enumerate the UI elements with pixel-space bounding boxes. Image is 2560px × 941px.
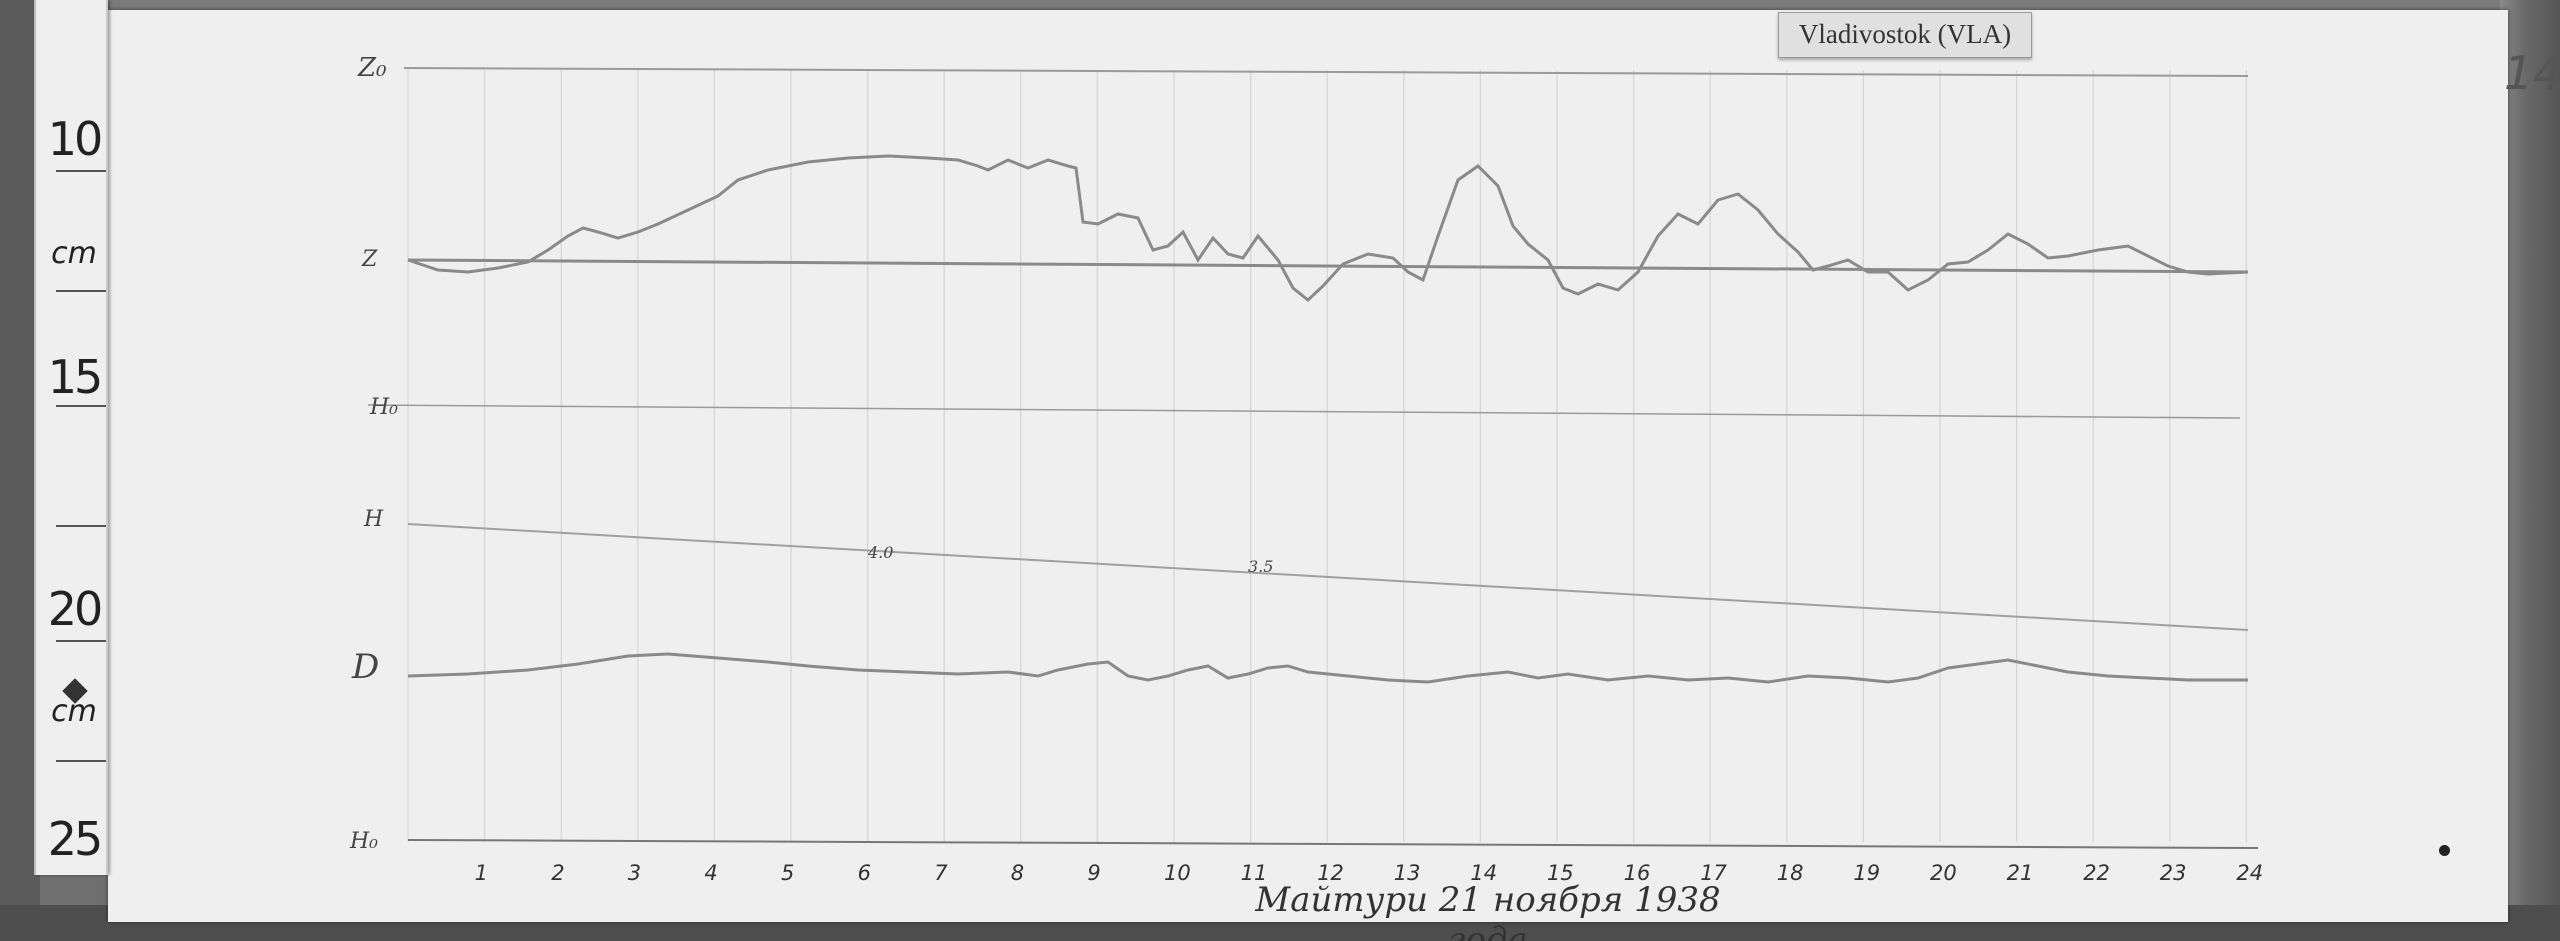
magnetogram-sheet: Z₀ Z H₀ H D H₀ 4.0 3.5 1 2 3 4 5 6 7 8 9 10 11 12 13… bbox=[108, 10, 2560, 941]
hour-label: 6 bbox=[858, 861, 871, 885]
ruler-mark-25: 25 bbox=[47, 812, 104, 866]
station-label-tag: Vladivostok (VLA) bbox=[1778, 12, 2032, 58]
measuring-ruler: 10 cm 15 20 cm 25 bbox=[34, 0, 108, 875]
ruler-tick bbox=[56, 525, 106, 527]
hour-labels: 1 2 3 4 5 6 7 8 9 10 11 12 13 14 15 16 17 18 19 20 21 22 23 24 bbox=[475, 861, 2264, 885]
footer-caption: Майтури 21 ноября 1938 года bbox=[1255, 880, 1721, 941]
z-trace bbox=[407, 154, 2249, 302]
hour-label: 17 bbox=[1700, 861, 1727, 885]
ink-dot bbox=[2439, 845, 2450, 856]
hour-label: 23 bbox=[2160, 861, 2187, 885]
hour-label: 3 bbox=[628, 861, 641, 885]
ruler-mark-20: 20 bbox=[47, 582, 104, 636]
h-label: H bbox=[363, 507, 384, 532]
page-number: 144 bbox=[2504, 46, 2560, 100]
background-left bbox=[0, 0, 40, 941]
d-trace bbox=[407, 652, 2248, 684]
h-scale-mid: 3.5 bbox=[1248, 557, 1273, 576]
z0-label: Z₀ bbox=[357, 53, 387, 83]
z0-baseline bbox=[403, 67, 2249, 77]
hour-label: 20 bbox=[1930, 861, 1957, 885]
hour-label: 12 bbox=[1317, 861, 1344, 885]
hour-label: 14 bbox=[1470, 861, 1497, 885]
station-label: Vladivostok (VLA) bbox=[1798, 19, 2012, 49]
hour-label: 18 bbox=[1777, 861, 1804, 885]
hour-label: 5 bbox=[781, 861, 794, 885]
ruler-tick bbox=[56, 290, 106, 292]
ruler-tick bbox=[56, 640, 106, 642]
hour-label: 8 bbox=[1011, 861, 1024, 885]
hour-label: 7 bbox=[934, 861, 948, 885]
d-label: D bbox=[351, 647, 379, 687]
hour-label: 1 bbox=[475, 861, 488, 885]
origin-label: H₀ bbox=[349, 829, 378, 854]
magnetogram-traces: Z₀ Z H₀ H D H₀ 4.0 3.5 1 2 3 4 5 6 7 8 9 10 11 12 13… bbox=[349, 53, 2264, 885]
hour-label: 11 bbox=[1241, 861, 1268, 885]
ruler-tick bbox=[56, 170, 106, 172]
ruler-tick bbox=[56, 405, 106, 407]
hour-label: 2 bbox=[551, 861, 564, 885]
z-label: Z bbox=[361, 247, 378, 272]
hour-label: 15 bbox=[1547, 861, 1574, 885]
hour-label: 24 bbox=[2236, 861, 2263, 885]
hour-label: 4 bbox=[704, 861, 717, 885]
h0-baseline bbox=[367, 404, 2241, 419]
hour-label: 21 bbox=[2007, 861, 2034, 885]
time-axis bbox=[407, 839, 2259, 849]
hour-label: 10 bbox=[1164, 861, 1191, 885]
h0-label: H₀ bbox=[369, 395, 398, 420]
h-scale-line bbox=[407, 523, 2249, 631]
hour-label: 13 bbox=[1394, 861, 1421, 885]
h-scale-left: 4.0 bbox=[867, 543, 893, 562]
hour-label: 22 bbox=[2083, 861, 2110, 885]
ruler-tick bbox=[56, 760, 106, 762]
ruler-mark-10: 10 bbox=[47, 112, 104, 166]
background-top bbox=[0, 0, 2560, 12]
ruler-mark-15: 15 bbox=[47, 350, 104, 404]
hour-label: 16 bbox=[1624, 861, 1651, 885]
hour-grid bbox=[407, 70, 2248, 842]
hour-label: 9 bbox=[1087, 861, 1100, 885]
background-right bbox=[2500, 0, 2560, 941]
ruler-unit-upper: cm bbox=[51, 236, 97, 271]
hour-label: 19 bbox=[1853, 861, 1880, 885]
z-reference-line bbox=[407, 258, 2249, 274]
